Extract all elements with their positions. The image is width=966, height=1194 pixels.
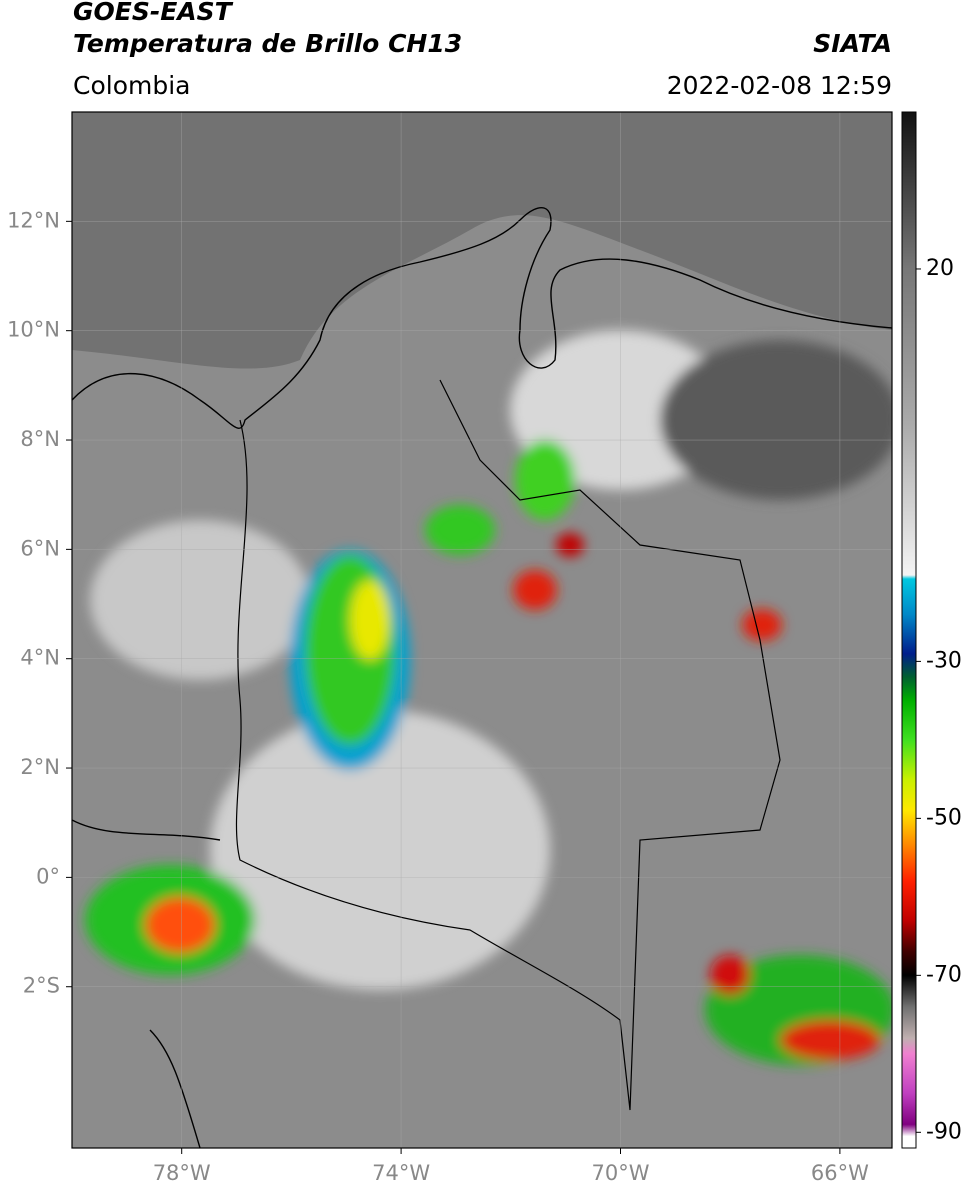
satellite-image	[72, 112, 892, 1148]
colorbar-tick-label: -50	[926, 805, 962, 830]
sea-area	[72, 112, 892, 369]
coastline	[72, 207, 892, 1148]
source: SIATA	[813, 29, 892, 58]
y-tick-label: 12°N	[7, 208, 60, 232]
title: GOES-EAST	[73, 0, 234, 26]
y-tick-label: 2°N	[20, 755, 60, 779]
x-tick-label: 74°W	[372, 1161, 430, 1185]
cloud-field	[85, 330, 892, 1065]
y-tick-label: 2°S	[23, 974, 60, 998]
x-tick-label: 78°W	[153, 1161, 211, 1185]
subtitle: Temperatura de Brillo CH13	[73, 29, 462, 58]
x-tick-label: 70°W	[591, 1161, 649, 1185]
colorbar-tick-label: -30	[926, 648, 962, 673]
map-frame	[71, 111, 893, 1149]
colorbar-fill	[901, 111, 917, 1149]
borders	[235, 379, 781, 1111]
timestamp: 2022-02-08 12:59	[667, 71, 892, 100]
x-tick-label: 66°W	[811, 1161, 869, 1185]
colorbar-tick-label: 20	[926, 256, 954, 281]
region: Colombia	[73, 71, 190, 100]
colorbar-tick-label: -70	[926, 962, 962, 987]
y-tick-label: 10°N	[7, 318, 60, 342]
y-tick-label: 6°N	[20, 536, 60, 560]
y-tick-label: 8°N	[20, 427, 60, 451]
y-tick-label: 0°	[36, 864, 60, 888]
colorbar: 20 -30 -50 -70 -90	[901, 111, 962, 1149]
colorbar-tick-label: -90	[926, 1119, 962, 1144]
y-tick-label: 4°N	[20, 646, 60, 670]
graticule: 78°W 74°W 70°W 66°W 12°N 10°N 8°N 6°N 4°N 2°N 0° 2°…	[7, 112, 892, 1185]
